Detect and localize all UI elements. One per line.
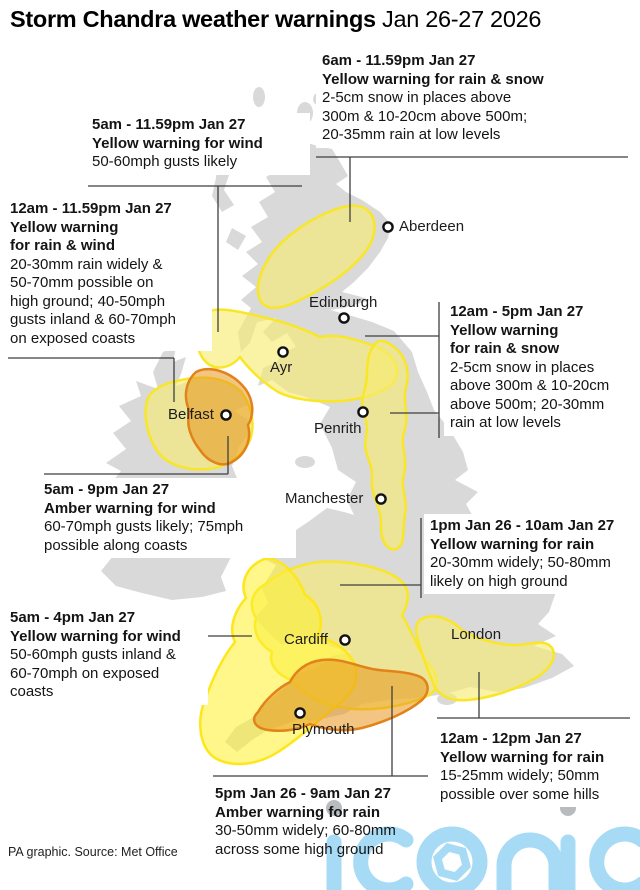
city-label-cardiff: Cardiff [284,631,328,648]
callout-scotland-wind: 5am - 11.59pm Jan 27 Yellow warning for … [86,113,310,175]
marker-manchester [375,493,387,505]
callout-heading: 12am - 12pm Jan 27 Yellow warning for ra… [440,730,605,766]
callout-ni-rain-wind: 12am - 11.59pm Jan 27 Yellow warning for… [4,197,212,351]
marker-edinburgh [338,312,350,324]
title-bold: Storm Chandra weather warnings [10,6,376,32]
marker-penrith [357,406,369,418]
callout-body: 2-5cm snow in places above 300m & 10-20c… [450,358,610,432]
source-credit: PA graphic. Source: Met Office [8,845,178,859]
callout-heading: 12am - 11.59pm Jan 27 Yellow warning for… [10,200,172,254]
callout-body: 20-30mm widely; 50-80mm likely on high g… [430,554,611,590]
city-markers [220,221,394,719]
callout-heading: 12am - 5pm Jan 27 Yellow warning for rai… [450,303,584,357]
warning-area-belfast-amber-wind [184,368,254,466]
warning-area-southeast-rain [414,615,555,702]
callout-body: 50-60mph gusts likely [92,153,238,170]
city-label-aberdeen: Aberdeen [399,218,465,235]
marker-plymouth [294,707,306,719]
callout-heading: 1pm Jan 26 - 10am Jan 27 Yellow warning … [430,517,615,553]
callout-body: 2-5cm snow in places above 300m & 10-20c… [322,89,528,143]
page-title: Storm Chandra weather warnings Jan 26-27… [10,6,541,33]
marker-ayr [277,346,289,358]
city-label-manchester: Manchester [285,490,364,507]
city-label-belfast: Belfast [168,406,214,423]
marker-aberdeen [382,221,394,233]
callout-heading: 5am - 11.59pm Jan 27 Yellow warning for … [92,116,263,152]
city-label-ayr: Ayr [270,359,293,376]
callout-body: 30-50mm widely; 60-80mm across some high… [215,822,396,858]
callout-heading: 5am - 4pm Jan 27 Yellow warning for wind [10,609,181,645]
warning-area-grampian-rain-snow [256,204,376,310]
callout-southeast-rain: 12am - 12pm Jan 27 Yellow warning for ra… [434,727,640,807]
callout-southwest-wind: 5am - 4pm Jan 27 Yellow warning for wind… [4,606,208,705]
marker-cardiff [339,634,351,646]
callout-heading: 5am - 9pm Jan 27 Amber warning for wind [44,481,216,517]
callout-england-wales-rain: 1pm Jan 26 - 10am Jan 27 Yellow warning … [424,514,640,594]
callout-body: 20-30mm rain widely & 50-70mm possible o… [10,255,176,347]
title-dates: Jan 26-27 2026 [375,6,542,32]
callout-scotland-rain-snow: 6am - 11.59pm Jan 27 Yellow warning for … [316,49,634,148]
callout-body: 60-70mph gusts likely; 75mph possible al… [44,518,244,554]
callout-body: 15-25mm widely; 50mm possible over some … [440,767,600,803]
callout-belfast-amber-wind: 5am - 9pm Jan 27 Amber warning for wind … [38,478,296,558]
city-label-plymouth: Plymouth [292,721,355,738]
city-label-edinburgh: Edinburgh [309,294,378,311]
watermark-hexagon [433,843,471,881]
callout-heading: 5pm Jan 26 - 9am Jan 27 Amber warning fo… [215,785,391,821]
city-label-london: London [451,626,502,643]
callout-devon-amber-rain: 5pm Jan 26 - 9am Jan 27 Amber warning fo… [209,782,445,862]
callout-north-england-rain-snow: 12am - 5pm Jan 27 Yellow warning for rai… [444,300,640,436]
city-label-penrith: Penrith [314,420,362,437]
callout-body: 50-60mph gusts inland & 60-70mph on expo… [10,646,176,700]
warning-area-pennines-rain-snow [361,339,409,551]
callout-heading: 6am - 11.59pm Jan 27 Yellow warning for … [322,52,544,88]
marker-belfast [220,409,232,421]
